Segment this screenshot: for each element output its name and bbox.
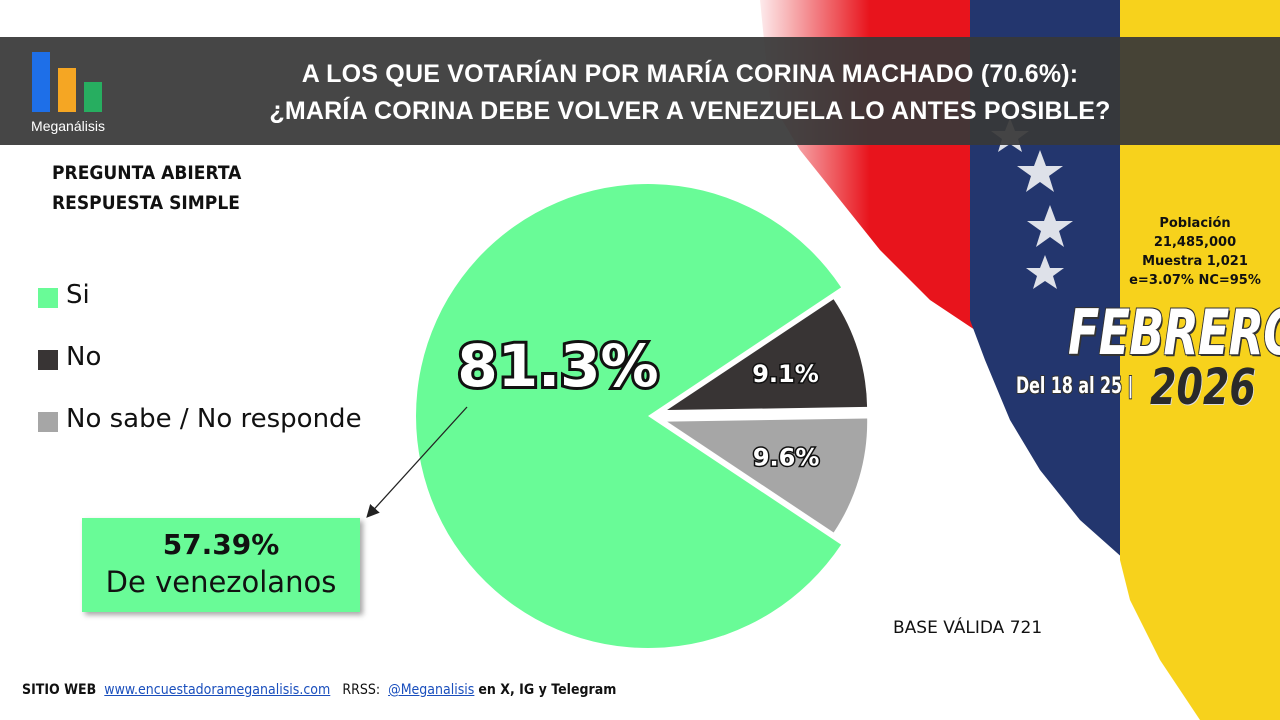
footer-web-label: SITIO WEB [22, 682, 97, 698]
callout-arrow [366, 406, 468, 518]
callout-box: 57.39% De venezolanos [82, 518, 360, 612]
legend-swatch-si [38, 288, 58, 308]
pie-slice-ns-nr [667, 418, 868, 533]
logo-bar-blue-icon [32, 52, 50, 112]
question-type-line-2: RESPUESTA SIMPLE [52, 192, 240, 214]
error-value: e=3.07% NC=95% [1129, 273, 1261, 288]
title-line-2: ¿MARÍA CORINA DEBE VOLVER A VENEZUELA LO… [269, 97, 1111, 125]
pie-slice-no [667, 299, 868, 411]
period-dates: Del 18 al 25 | [1016, 374, 1134, 399]
title-line-1: A LOS QUE VOTARÍAN POR MARÍA CORINA MACH… [301, 60, 1079, 88]
data-label-ns-nr: 9.6% [753, 444, 820, 472]
sample-stats: Población 21,485,000 Muestra 1,021 e=3.0… [1120, 214, 1270, 290]
footer: SITIO WEB www.encuestadorameganalisis.co… [22, 682, 616, 698]
logo-bar-green-icon [84, 82, 102, 112]
pie-slice-si [415, 183, 842, 648]
page-title: A LOS QUE VOTARÍAN POR MARÍA CORINA MACH… [150, 56, 1230, 130]
callout-text: De venezolanos [105, 565, 337, 599]
legend-swatch-ns-nr [38, 412, 58, 432]
data-label-no: 9.1% [752, 360, 819, 388]
muestra-value: Muestra 1,021 [1142, 254, 1248, 269]
legend-label-no: No [66, 342, 102, 372]
footer-rrss-label: RRSS: [342, 682, 381, 698]
question-type: PREGUNTA ABIERTA RESPUESTA SIMPLE [52, 158, 241, 218]
logo-bar-orange-icon [58, 68, 76, 112]
question-type-line-1: PREGUNTA ABIERTA [52, 162, 242, 184]
footer-handle-link[interactable]: @Meganalisis [388, 682, 475, 698]
logo-text: Meganálisis [31, 118, 105, 134]
header-bar [0, 37, 1280, 145]
data-label-si: 81.3% [457, 332, 658, 400]
footer-web-link[interactable]: www.encuestadorameganalisis.com [104, 682, 331, 698]
callout-value: 57.39% [162, 528, 280, 561]
poblacion-label: Población [1159, 216, 1231, 231]
footer-networks: en X, IG y Telegram [478, 682, 617, 698]
period-month: FEBRERO [1068, 296, 1280, 369]
period-year: 2026 [1150, 358, 1256, 416]
base-valida: BASE VÁLIDA 721 [893, 618, 1043, 638]
meganalisis-logo: Meganálisis [26, 50, 110, 134]
legend-label-ns-nr: No sabe / No responde [66, 404, 362, 434]
legend-label-si: Si [66, 280, 90, 310]
poblacion-value: 21,485,000 [1153, 235, 1237, 250]
legend-swatch-no [38, 350, 58, 370]
